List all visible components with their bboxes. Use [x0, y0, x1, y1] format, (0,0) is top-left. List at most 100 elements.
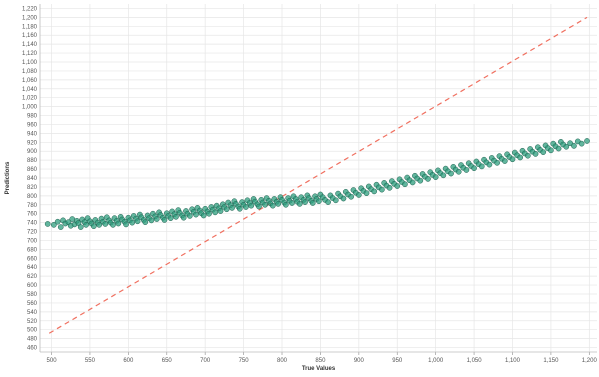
- scatter-point: [509, 156, 516, 163]
- y-tick-label: 920: [27, 140, 38, 146]
- scatter-point: [236, 205, 243, 212]
- scatter-point: [316, 198, 322, 205]
- x-tick-labels: 500 550 600 650 700 750 800 850 900 950 1,000 1,050…: [47, 358, 598, 364]
- scatter-point: [463, 167, 470, 173]
- scatter-point: [448, 170, 454, 177]
- y-tick-label: 500: [27, 328, 38, 334]
- x-tick-label: 1,100: [505, 358, 521, 364]
- y-tick-label: 940: [27, 131, 38, 137]
- y-tick-label: 840: [27, 176, 38, 182]
- x-tick-label: 750: [239, 358, 250, 364]
- scatter-point: [148, 217, 155, 224]
- scatter-point: [102, 221, 109, 227]
- y-tick-label: 800: [27, 194, 38, 200]
- y-tick-label: 1,160: [22, 33, 38, 39]
- y-tick-label: 1,060: [22, 78, 38, 84]
- scatter-point: [206, 210, 212, 217]
- y-tick-label: 900: [27, 149, 38, 155]
- scatter-point: [256, 203, 262, 210]
- y-tick-label: 1,120: [22, 51, 38, 57]
- scatter-point: [262, 201, 268, 208]
- x-tick-label: 600: [123, 358, 134, 364]
- scatter-point: [142, 219, 149, 226]
- scatter-point: [425, 176, 431, 182]
- scatter-point: [584, 138, 590, 144]
- reference-line: [48, 16, 588, 334]
- scatter-point: [289, 200, 295, 206]
- y-tick-label: 620: [27, 274, 38, 280]
- scatter-point: [578, 140, 585, 147]
- scatter-point: [355, 192, 362, 198]
- scatter-point: [548, 147, 554, 154]
- scatter-point: [50, 221, 57, 228]
- y-tick-label: 1,140: [22, 42, 38, 48]
- scatter-point: [83, 221, 89, 228]
- scatter-point: [57, 224, 64, 230]
- scatter-point: [386, 184, 393, 191]
- x-tick-label: 650: [162, 358, 173, 364]
- scatter-point: [223, 206, 230, 213]
- y-tick-label: 720: [27, 230, 38, 236]
- y-tick-label: 860: [27, 167, 38, 173]
- x-axis-title: True Values: [302, 366, 336, 372]
- x-tick-label: 700: [200, 358, 211, 364]
- x-tick-label: 1,200: [582, 358, 598, 364]
- y-tick-label: 1,100: [22, 60, 38, 66]
- x-gridlines: [51, 4, 590, 355]
- scatter-point: [129, 219, 136, 226]
- scatter-point: [394, 183, 401, 189]
- y-tick-label: 980: [27, 114, 38, 120]
- scatter-point: [563, 143, 570, 150]
- scatter-point: [275, 201, 282, 207]
- y-tick-label: 700: [27, 238, 38, 244]
- scatter-point: [567, 140, 573, 147]
- scatter-point: [478, 163, 485, 170]
- scatter-point: [379, 186, 385, 193]
- scatter-point: [325, 199, 331, 205]
- scatter-point: [471, 165, 477, 172]
- scatter-point: [371, 188, 378, 195]
- y-tick-label: 1,180: [22, 24, 38, 30]
- scatter-point: [110, 221, 116, 228]
- scatter-point: [212, 209, 219, 216]
- y-tick-label: 760: [27, 212, 38, 218]
- scatter-point: [161, 217, 168, 223]
- scatter-point: [180, 214, 187, 221]
- scatter-point: [44, 221, 51, 227]
- scatter-point: [486, 161, 493, 168]
- scatter-point: [555, 145, 562, 152]
- scatter-point: [455, 168, 462, 175]
- scatter-point: [269, 202, 276, 209]
- scatter-point: [167, 215, 174, 222]
- y-tick-label: 780: [27, 203, 38, 209]
- scatter-point: [153, 216, 160, 222]
- reference-line-group: [48, 16, 588, 334]
- x-tick-label: 950: [392, 358, 403, 364]
- scatter-point: [525, 152, 531, 159]
- scatter-point: [96, 221, 103, 228]
- y-tick-label: 1,020: [22, 96, 38, 102]
- scatter-point: [217, 208, 224, 214]
- scatter-point: [54, 218, 61, 225]
- y-tick-label: 1,220: [22, 6, 38, 12]
- y-tick-label: 560: [27, 301, 38, 307]
- scatter-point: [517, 154, 524, 161]
- scatter-point: [282, 201, 289, 208]
- x-tick-label: 1,050: [467, 358, 483, 364]
- x-tick-label: 900: [354, 358, 365, 364]
- scatter-point: [501, 158, 508, 164]
- scatter-point: [332, 197, 339, 204]
- scatter-point: [402, 181, 408, 188]
- y-tick-label: 1,080: [22, 69, 38, 75]
- scatter-point: [229, 205, 235, 211]
- scatter-point: [77, 224, 84, 230]
- scatter-point: [134, 218, 141, 225]
- scatter-point: [494, 159, 500, 166]
- scatter-point: [302, 199, 308, 205]
- scatter-point: [363, 190, 370, 197]
- scatter-point: [532, 151, 539, 157]
- scatter-point: [348, 193, 355, 200]
- scatter-point: [540, 149, 547, 155]
- scatter-points: [44, 138, 590, 230]
- x-tick-label: 1,000: [428, 358, 444, 364]
